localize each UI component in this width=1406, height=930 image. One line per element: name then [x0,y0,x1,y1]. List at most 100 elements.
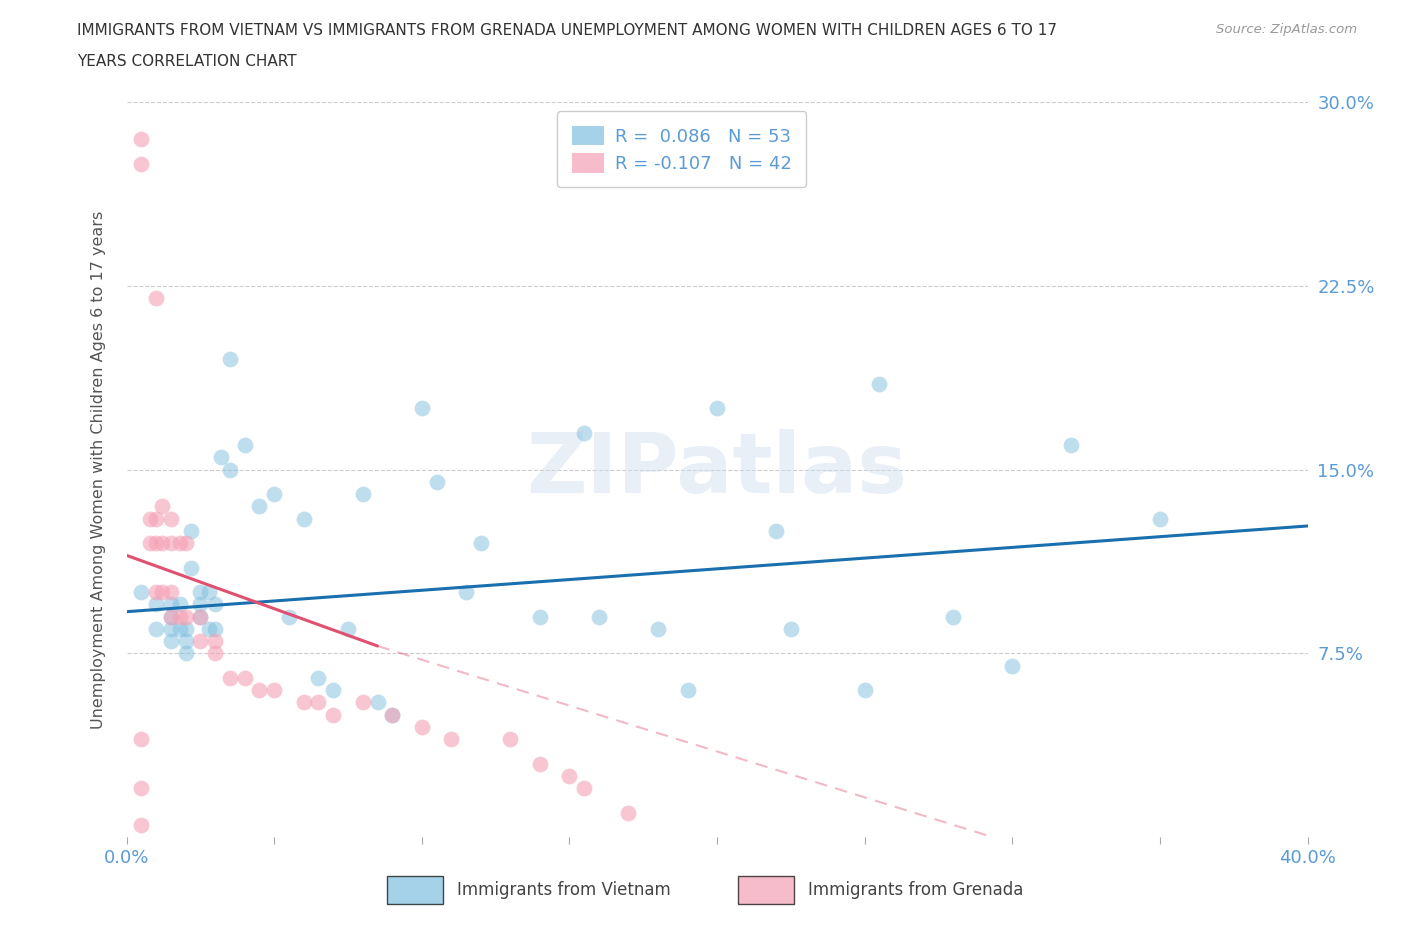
Point [204,621,226,636]
Point [1001,658,1024,673]
Point [263,486,285,501]
Point [352,695,374,710]
Point [188,609,212,624]
Point [160,597,183,612]
Y-axis label: Unemployment Among Women with Children Ages 6 to 17 years: Unemployment Among Women with Children A… [91,210,105,729]
Point [129,132,153,147]
Point [529,756,551,771]
Point [352,486,374,501]
Point [150,536,173,551]
Point [129,817,153,832]
Point [169,621,191,636]
Point [160,585,183,600]
Text: Immigrants from Grenada: Immigrants from Grenada [808,881,1024,899]
Point [180,524,202,538]
Point [174,536,197,551]
Point [160,536,183,551]
Point [308,671,330,685]
Point [411,401,433,416]
FancyBboxPatch shape [738,876,794,904]
Point [367,695,389,710]
Point [765,524,787,538]
Point [337,621,360,636]
Point [558,768,581,783]
Point [233,438,256,453]
Point [278,609,301,624]
Point [160,621,183,636]
Point [381,707,404,722]
Point [249,683,271,698]
Point [470,536,492,551]
Point [145,512,167,526]
Point [292,512,315,526]
Point [198,585,221,600]
Point [129,585,153,600]
Point [188,609,212,624]
Point [706,401,728,416]
Point [139,536,162,551]
Point [308,695,330,710]
Point [180,560,202,575]
Point [204,597,226,612]
Point [188,597,212,612]
Point [249,498,271,513]
Point [219,352,242,367]
Point [219,671,242,685]
Point [381,707,404,722]
Point [129,156,153,171]
Point [292,695,315,710]
Point [425,474,447,489]
Point [219,462,242,477]
Point [145,597,167,612]
Point [204,646,226,661]
Point [647,621,669,636]
Point [188,633,212,648]
Point [160,609,183,624]
Point [160,609,183,624]
Point [322,707,344,722]
Point [160,512,183,526]
Point [145,536,167,551]
Point [145,585,167,600]
Point [129,732,153,747]
FancyBboxPatch shape [387,876,443,904]
Text: YEARS CORRELATION CHART: YEARS CORRELATION CHART [77,54,297,69]
Point [174,621,197,636]
Point [150,498,173,513]
Point [150,585,173,600]
Point [233,671,256,685]
Point [588,609,610,624]
Text: Immigrants from Vietnam: Immigrants from Vietnam [457,881,671,899]
Point [499,732,522,747]
Point [440,732,463,747]
Point [129,780,153,795]
Text: IMMIGRANTS FROM VIETNAM VS IMMIGRANTS FROM GRENADA UNEMPLOYMENT AMONG WOMEN WITH: IMMIGRANTS FROM VIETNAM VS IMMIGRANTS FR… [77,23,1057,38]
Point [456,585,478,600]
Point [322,683,344,698]
Point [169,597,191,612]
Point [574,426,596,441]
Point [174,633,197,648]
Point [198,621,221,636]
Point [676,683,699,698]
Point [617,805,640,820]
Text: ZIPatlas: ZIPatlas [527,429,907,511]
Point [160,633,183,648]
Point [869,377,891,392]
Point [139,512,162,526]
Point [145,621,167,636]
Point [1060,438,1083,453]
Point [174,646,197,661]
Legend: R =  0.086   N = 53, R = -0.107   N = 42: R = 0.086 N = 53, R = -0.107 N = 42 [557,112,806,187]
Point [188,585,212,600]
Point [174,609,197,624]
Point [529,609,551,624]
Point [204,633,226,648]
Point [1149,512,1171,526]
Point [169,536,191,551]
Point [942,609,965,624]
Point [780,621,803,636]
Text: Source: ZipAtlas.com: Source: ZipAtlas.com [1216,23,1357,36]
Point [853,683,876,698]
Point [145,291,167,306]
